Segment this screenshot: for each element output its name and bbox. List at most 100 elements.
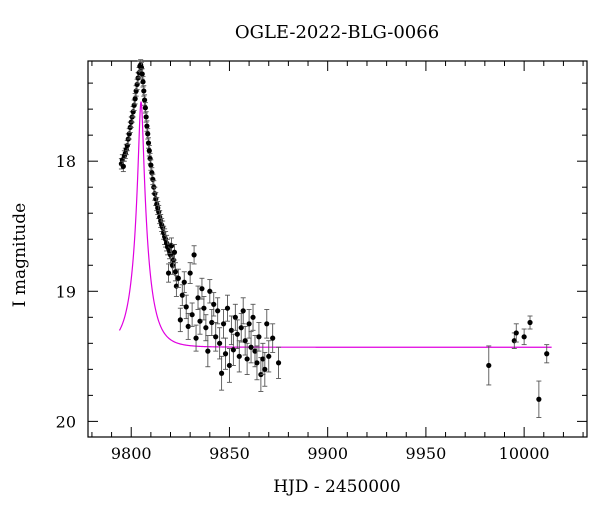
- point-marker: [130, 109, 136, 115]
- point-marker: [211, 301, 217, 307]
- point-marker: [138, 64, 145, 71]
- point-marker: [260, 356, 266, 362]
- y-tick-label: 18: [56, 152, 76, 171]
- data-point: [131, 99, 137, 111]
- data-point: [177, 307, 183, 333]
- data-point: [149, 167, 155, 179]
- data-point: [179, 284, 185, 307]
- point-marker: [226, 362, 233, 369]
- data-points-group: [118, 59, 550, 418]
- data-point: [139, 68, 145, 80]
- data-point: [144, 120, 150, 132]
- data-point: [275, 346, 282, 379]
- x-tick-label: 9950: [406, 444, 447, 463]
- point-marker: [148, 162, 154, 168]
- data-point: [175, 268, 181, 288]
- data-point: [171, 243, 178, 261]
- data-point: [147, 152, 153, 165]
- point-marker: [165, 270, 172, 276]
- point-marker: [205, 348, 211, 354]
- point-marker: [152, 191, 158, 197]
- data-point: [521, 328, 527, 346]
- point-marker: [133, 88, 139, 94]
- point-marker: [141, 97, 148, 103]
- point-marker: [140, 79, 146, 85]
- data-point: [172, 262, 179, 282]
- point-marker: [236, 353, 242, 359]
- point-marker: [156, 209, 162, 215]
- data-point: [133, 85, 139, 97]
- data-point: [262, 351, 268, 387]
- point-marker: [185, 323, 191, 330]
- point-marker: [187, 270, 193, 276]
- y-tick-label: 20: [56, 412, 76, 431]
- data-point: [203, 314, 209, 342]
- data-point: [270, 323, 276, 353]
- point-marker: [142, 105, 148, 111]
- point-marker: [141, 88, 147, 94]
- data-point: [240, 297, 246, 325]
- data-point: [266, 340, 272, 373]
- data-point: [256, 322, 262, 352]
- data-point: [207, 279, 213, 304]
- x-tick-label: 9800: [111, 444, 152, 463]
- data-point: [185, 312, 191, 340]
- point-marker: [191, 252, 197, 258]
- data-point: [187, 262, 193, 284]
- point-marker: [536, 396, 542, 402]
- point-marker: [134, 81, 140, 88]
- data-point: [146, 145, 152, 157]
- point-marker: [143, 114, 149, 120]
- point-marker: [153, 196, 159, 202]
- data-point: [486, 345, 492, 386]
- data-point: [211, 292, 217, 317]
- data-point: [150, 173, 156, 186]
- point-marker: [193, 335, 199, 341]
- point-marker: [168, 243, 175, 249]
- data-point: [193, 324, 199, 352]
- point-marker: [228, 327, 235, 333]
- point-marker: [275, 360, 282, 366]
- point-marker: [189, 312, 195, 318]
- plot-border: [87, 60, 588, 438]
- point-marker: [179, 292, 185, 298]
- point-marker: [224, 305, 231, 311]
- point-marker: [199, 286, 205, 292]
- point-marker: [201, 305, 207, 311]
- data-point: [195, 285, 201, 310]
- point-marker: [131, 102, 137, 108]
- y-tick-label: 19: [56, 282, 76, 301]
- point-marker: [234, 331, 240, 337]
- point-marker: [232, 314, 238, 320]
- data-point: [226, 348, 233, 383]
- data-point: [264, 309, 270, 339]
- point-marker: [252, 348, 258, 354]
- data-point: [132, 93, 138, 105]
- point-marker: [266, 353, 272, 359]
- point-marker: [246, 321, 252, 327]
- point-marker: [164, 244, 171, 250]
- chart-title: OGLE-2022-BLG-0066: [235, 22, 439, 43]
- point-marker: [250, 314, 256, 320]
- x-tick-label: 10000: [499, 444, 550, 463]
- point-marker: [222, 351, 229, 357]
- point-marker: [147, 155, 153, 162]
- tick-labels: 9800 9850 9900 9950 10000 18 19 20: [56, 152, 550, 463]
- point-marker: [544, 351, 550, 357]
- data-point: [234, 319, 240, 349]
- point-marker: [230, 347, 236, 353]
- point-marker: [183, 304, 189, 310]
- point-marker: [145, 140, 152, 146]
- point-marker: [146, 148, 152, 154]
- model-curve: [118, 101, 552, 348]
- data-point: [209, 309, 215, 336]
- point-marker: [217, 340, 223, 346]
- plot-frame: [87, 60, 588, 438]
- x-tick-label: 9900: [307, 444, 348, 463]
- point-marker: [256, 334, 262, 340]
- point-marker: [244, 356, 250, 362]
- point-marker: [171, 249, 178, 255]
- x-tick-label: 9850: [209, 444, 250, 463]
- point-marker: [248, 344, 254, 350]
